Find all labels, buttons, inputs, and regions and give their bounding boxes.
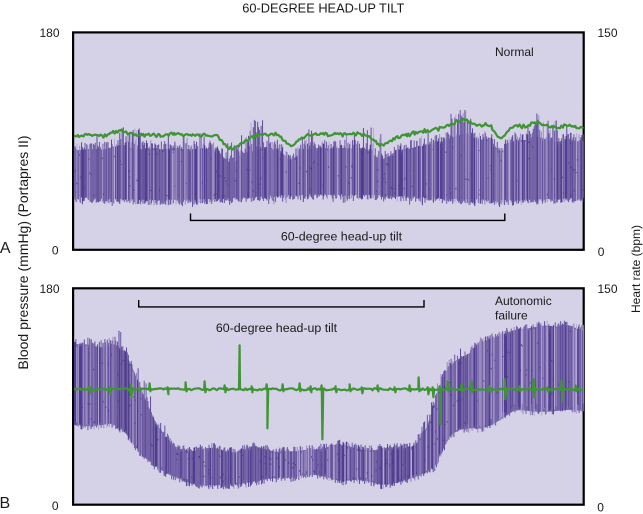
svg-text:0: 0 [598, 245, 605, 259]
svg-text:60-degree head-up tilt: 60-degree head-up tilt [216, 321, 338, 335]
svg-text:150: 150 [598, 26, 618, 40]
svg-text:60-DEGREE HEAD-UP TILT: 60-DEGREE HEAD-UP TILT [242, 1, 404, 16]
svg-text:failure: failure [495, 309, 528, 323]
svg-text:B: B [0, 495, 10, 512]
svg-text:60-degree head-up tilt: 60-degree head-up tilt [281, 230, 403, 244]
svg-text:180: 180 [39, 282, 59, 296]
svg-text:150: 150 [598, 282, 618, 296]
svg-text:Normal: Normal [495, 45, 534, 59]
svg-text:Autonomic: Autonomic [495, 294, 552, 308]
svg-text:180: 180 [39, 26, 59, 40]
svg-text:Heart rate (bpm): Heart rate (bpm) [629, 225, 643, 313]
svg-text:Blood pressure (mmHg) (Portapr: Blood pressure (mmHg) (Portapres II) [15, 135, 31, 369]
svg-text:0: 0 [52, 499, 59, 513]
svg-text:A: A [0, 240, 11, 257]
svg-text:0: 0 [52, 244, 59, 258]
svg-text:0: 0 [597, 501, 604, 514]
